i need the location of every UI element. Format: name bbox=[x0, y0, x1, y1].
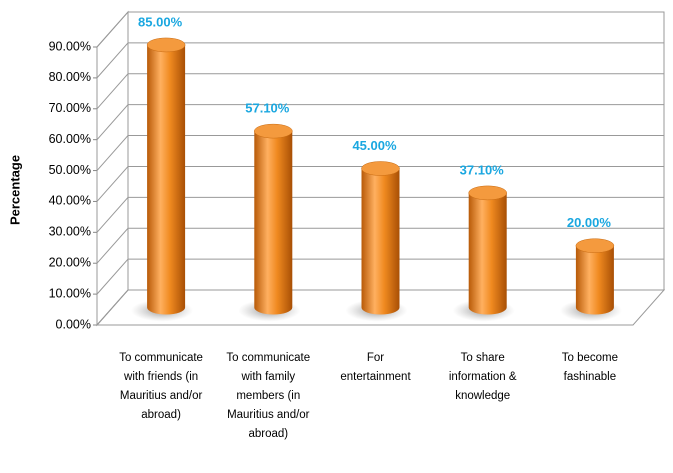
value-label: 45.00% bbox=[352, 138, 397, 153]
bar-group bbox=[131, 37, 194, 322]
bar-group bbox=[559, 238, 622, 322]
y-tick-label: 30.00% bbox=[49, 225, 91, 239]
bar-top bbox=[468, 185, 507, 201]
bar bbox=[254, 131, 293, 315]
x-tick-label: To communicate bbox=[226, 352, 310, 364]
x-tick-label: To communicate bbox=[119, 352, 203, 364]
value-label: 37.10% bbox=[460, 162, 505, 177]
y-tick-label: 80.00% bbox=[49, 70, 91, 84]
y-tick-label: 10.00% bbox=[49, 286, 91, 300]
bar-top bbox=[254, 123, 293, 139]
bar-top bbox=[146, 37, 186, 53]
value-label: 57.10% bbox=[245, 101, 290, 116]
x-tick-label: members (in bbox=[236, 390, 300, 402]
grid-line bbox=[96, 104, 664, 140]
x-tick-label: knowledge bbox=[455, 390, 510, 402]
y-tick-label: 20.00% bbox=[49, 256, 91, 270]
grid-line bbox=[96, 73, 664, 110]
grid-line bbox=[96, 11, 664, 48]
bar-group bbox=[238, 123, 301, 322]
bar bbox=[361, 168, 400, 315]
x-tick-label: entertainment bbox=[340, 371, 411, 383]
bar bbox=[468, 192, 507, 315]
value-label: 85.00% bbox=[138, 14, 183, 29]
y-tick-label: 90.00% bbox=[49, 39, 91, 53]
y-tick-label: 0.00% bbox=[56, 317, 91, 331]
x-tick-label: with family bbox=[240, 371, 295, 383]
y-tick-label: 50.00% bbox=[49, 163, 91, 177]
x-tick-label: information & bbox=[449, 371, 517, 383]
x-tick-label: For bbox=[367, 352, 384, 364]
bar-top bbox=[361, 161, 400, 176]
bar bbox=[147, 44, 186, 315]
side-wall bbox=[96, 10, 129, 327]
x-tick-label: Mauritius and/or bbox=[227, 409, 310, 421]
grid-line bbox=[96, 42, 664, 79]
x-tick-label: fashinable bbox=[564, 371, 616, 383]
bar bbox=[575, 245, 614, 315]
x-tick-label: Mauritius and/or bbox=[120, 390, 203, 402]
value-label: 20.00% bbox=[567, 215, 612, 230]
x-tick-label: abroad) bbox=[248, 428, 288, 440]
x-tick-label: To share bbox=[461, 352, 505, 364]
x-tick-label: abroad) bbox=[141, 409, 181, 421]
grid-line bbox=[96, 165, 664, 202]
bar-top bbox=[575, 238, 615, 253]
bar-group bbox=[345, 161, 408, 322]
bar-group bbox=[452, 185, 515, 322]
y-axis-label: Percentage bbox=[7, 155, 22, 225]
y-tick-label: 70.00% bbox=[49, 101, 91, 115]
y-tick-label: 40.00% bbox=[49, 194, 91, 208]
grid-line bbox=[96, 135, 664, 171]
x-tick-label: with friends (in bbox=[123, 371, 198, 383]
x-tick-label: To become bbox=[562, 352, 618, 364]
y-tick-label: 60.00% bbox=[49, 132, 91, 146]
